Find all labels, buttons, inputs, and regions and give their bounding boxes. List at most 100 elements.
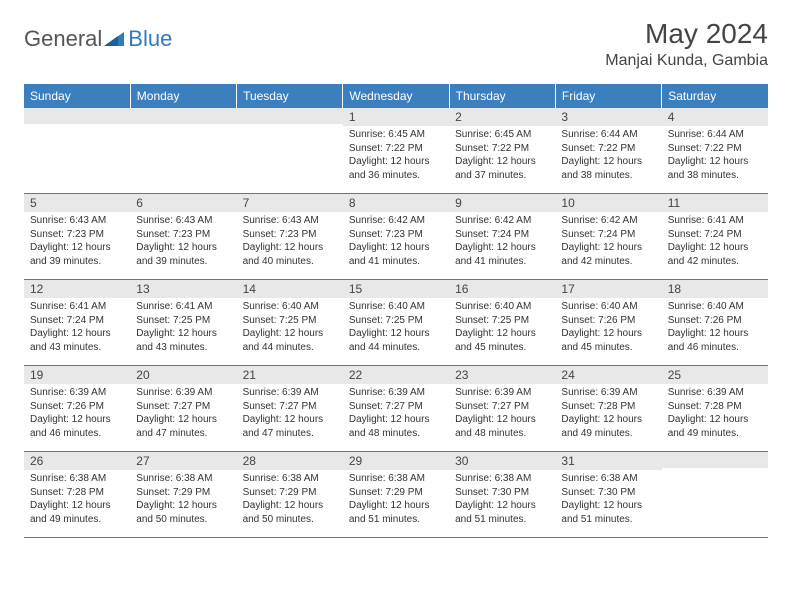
calendar-day-cell: 22Sunrise: 6:39 AMSunset: 7:27 PMDayligh… — [343, 366, 449, 452]
day-number: 16 — [449, 280, 555, 298]
day-sunrise: Sunrise: 6:38 AM — [243, 472, 337, 486]
day-number — [24, 108, 130, 124]
day-header: Monday — [130, 85, 236, 108]
day-content: Sunrise: 6:39 AMSunset: 7:27 PMDaylight:… — [130, 384, 236, 444]
calendar-day-cell: 17Sunrise: 6:40 AMSunset: 7:26 PMDayligh… — [555, 280, 661, 366]
day-sunset: Sunset: 7:24 PM — [561, 228, 655, 242]
header: General Blue May 2024 Manjai Kunda, Gamb… — [24, 18, 768, 70]
day-sunrise: Sunrise: 6:39 AM — [243, 386, 337, 400]
day-daylight1: Daylight: 12 hours — [349, 327, 443, 341]
day-number: 28 — [237, 452, 343, 470]
day-daylight1: Daylight: 12 hours — [455, 327, 549, 341]
day-sunset: Sunset: 7:22 PM — [349, 142, 443, 156]
day-sunset: Sunset: 7:23 PM — [349, 228, 443, 242]
day-daylight2: and 41 minutes. — [349, 255, 443, 269]
day-daylight2: and 42 minutes. — [561, 255, 655, 269]
calendar-day-cell: 27Sunrise: 6:38 AMSunset: 7:29 PMDayligh… — [130, 452, 236, 538]
day-content: Sunrise: 6:40 AMSunset: 7:25 PMDaylight:… — [343, 298, 449, 358]
calendar-day-cell — [237, 108, 343, 194]
day-daylight2: and 39 minutes. — [30, 255, 124, 269]
day-number: 20 — [130, 366, 236, 384]
calendar-day-cell: 6Sunrise: 6:43 AMSunset: 7:23 PMDaylight… — [130, 194, 236, 280]
day-content: Sunrise: 6:40 AMSunset: 7:25 PMDaylight:… — [237, 298, 343, 358]
day-sunset: Sunset: 7:23 PM — [136, 228, 230, 242]
day-sunset: Sunset: 7:26 PM — [30, 400, 124, 414]
location: Manjai Kunda, Gambia — [605, 52, 768, 70]
day-sunset: Sunset: 7:22 PM — [668, 142, 762, 156]
day-sunrise: Sunrise: 6:40 AM — [349, 300, 443, 314]
day-content: Sunrise: 6:40 AMSunset: 7:25 PMDaylight:… — [449, 298, 555, 358]
day-daylight2: and 38 minutes. — [561, 169, 655, 183]
day-number: 31 — [555, 452, 661, 470]
day-content: Sunrise: 6:39 AMSunset: 7:27 PMDaylight:… — [449, 384, 555, 444]
day-daylight1: Daylight: 12 hours — [30, 499, 124, 513]
day-number: 26 — [24, 452, 130, 470]
day-sunset: Sunset: 7:28 PM — [30, 486, 124, 500]
calendar-day-cell: 25Sunrise: 6:39 AMSunset: 7:28 PMDayligh… — [662, 366, 768, 452]
day-sunrise: Sunrise: 6:43 AM — [243, 214, 337, 228]
calendar-week-row: 1Sunrise: 6:45 AMSunset: 7:22 PMDaylight… — [24, 108, 768, 194]
day-number — [130, 108, 236, 124]
day-daylight2: and 50 minutes. — [243, 513, 337, 527]
calendar-day-cell: 15Sunrise: 6:40 AMSunset: 7:25 PMDayligh… — [343, 280, 449, 366]
day-content: Sunrise: 6:42 AMSunset: 7:23 PMDaylight:… — [343, 212, 449, 272]
day-daylight2: and 49 minutes. — [561, 427, 655, 441]
day-header-row: Sunday Monday Tuesday Wednesday Thursday… — [24, 85, 768, 108]
day-number: 11 — [662, 194, 768, 212]
calendar-day-cell: 7Sunrise: 6:43 AMSunset: 7:23 PMDaylight… — [237, 194, 343, 280]
day-sunrise: Sunrise: 6:39 AM — [30, 386, 124, 400]
day-sunrise: Sunrise: 6:42 AM — [349, 214, 443, 228]
day-sunrise: Sunrise: 6:39 AM — [136, 386, 230, 400]
day-number: 8 — [343, 194, 449, 212]
day-sunset: Sunset: 7:24 PM — [30, 314, 124, 328]
calendar-day-cell: 5Sunrise: 6:43 AMSunset: 7:23 PMDaylight… — [24, 194, 130, 280]
day-content: Sunrise: 6:38 AMSunset: 7:29 PMDaylight:… — [343, 470, 449, 530]
day-content: Sunrise: 6:38 AMSunset: 7:29 PMDaylight:… — [237, 470, 343, 530]
day-sunrise: Sunrise: 6:44 AM — [668, 128, 762, 142]
day-daylight1: Daylight: 12 hours — [668, 155, 762, 169]
day-sunrise: Sunrise: 6:38 AM — [30, 472, 124, 486]
day-header: Sunday — [24, 85, 130, 108]
day-daylight1: Daylight: 12 hours — [455, 499, 549, 513]
day-daylight1: Daylight: 12 hours — [30, 241, 124, 255]
day-daylight2: and 39 minutes. — [136, 255, 230, 269]
day-daylight1: Daylight: 12 hours — [349, 155, 443, 169]
day-sunrise: Sunrise: 6:45 AM — [349, 128, 443, 142]
day-daylight2: and 46 minutes. — [30, 427, 124, 441]
calendar-day-cell — [662, 452, 768, 538]
title-block: May 2024 Manjai Kunda, Gambia — [605, 18, 768, 70]
calendar-day-cell: 4Sunrise: 6:44 AMSunset: 7:22 PMDaylight… — [662, 108, 768, 194]
day-header: Thursday — [449, 85, 555, 108]
calendar-day-cell — [130, 108, 236, 194]
day-sunrise: Sunrise: 6:38 AM — [136, 472, 230, 486]
day-content: Sunrise: 6:39 AMSunset: 7:28 PMDaylight:… — [555, 384, 661, 444]
logo: General Blue — [24, 18, 172, 52]
calendar-day-cell: 29Sunrise: 6:38 AMSunset: 7:29 PMDayligh… — [343, 452, 449, 538]
day-daylight1: Daylight: 12 hours — [455, 241, 549, 255]
day-sunset: Sunset: 7:23 PM — [30, 228, 124, 242]
day-sunset: Sunset: 7:27 PM — [455, 400, 549, 414]
day-sunset: Sunset: 7:27 PM — [243, 400, 337, 414]
calendar-day-cell: 28Sunrise: 6:38 AMSunset: 7:29 PMDayligh… — [237, 452, 343, 538]
day-number: 13 — [130, 280, 236, 298]
day-number: 19 — [24, 366, 130, 384]
day-daylight1: Daylight: 12 hours — [561, 327, 655, 341]
day-daylight1: Daylight: 12 hours — [349, 241, 443, 255]
day-number: 18 — [662, 280, 768, 298]
day-sunset: Sunset: 7:26 PM — [668, 314, 762, 328]
day-sunset: Sunset: 7:24 PM — [455, 228, 549, 242]
day-daylight2: and 47 minutes. — [136, 427, 230, 441]
day-content: Sunrise: 6:42 AMSunset: 7:24 PMDaylight:… — [449, 212, 555, 272]
day-sunrise: Sunrise: 6:43 AM — [30, 214, 124, 228]
day-number — [237, 108, 343, 124]
day-header: Tuesday — [237, 85, 343, 108]
day-sunrise: Sunrise: 6:41 AM — [136, 300, 230, 314]
day-daylight2: and 38 minutes. — [668, 169, 762, 183]
day-sunset: Sunset: 7:27 PM — [349, 400, 443, 414]
day-daylight1: Daylight: 12 hours — [668, 241, 762, 255]
day-daylight2: and 51 minutes. — [561, 513, 655, 527]
day-sunset: Sunset: 7:27 PM — [136, 400, 230, 414]
calendar-day-cell: 21Sunrise: 6:39 AMSunset: 7:27 PMDayligh… — [237, 366, 343, 452]
calendar-day-cell: 10Sunrise: 6:42 AMSunset: 7:24 PMDayligh… — [555, 194, 661, 280]
calendar-day-cell: 13Sunrise: 6:41 AMSunset: 7:25 PMDayligh… — [130, 280, 236, 366]
